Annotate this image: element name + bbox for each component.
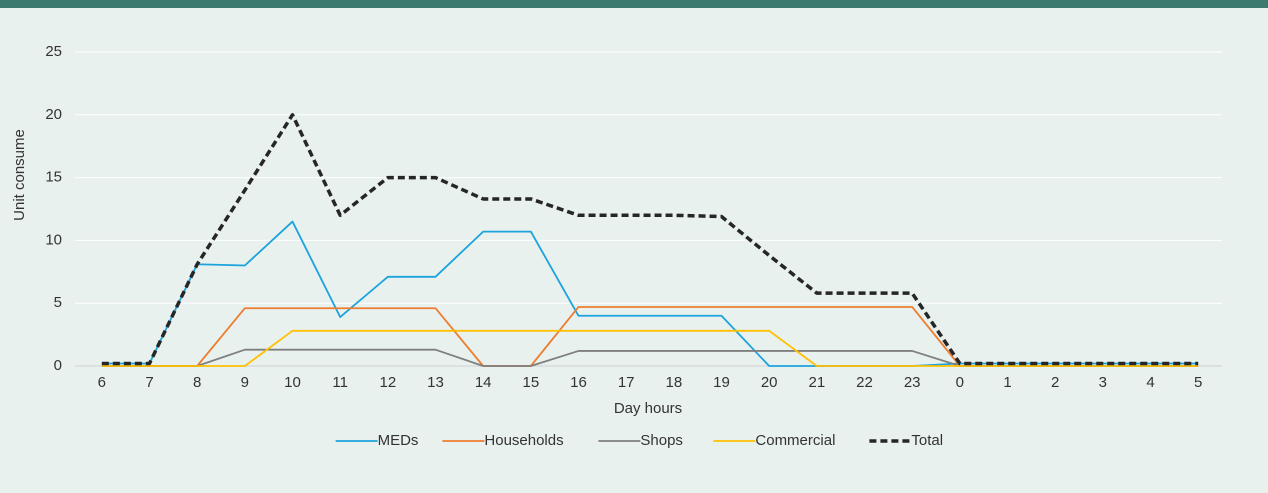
- x-tick-label: 20: [761, 374, 778, 391]
- legend-label: Total: [911, 432, 943, 449]
- x-tick-label: 5: [1194, 374, 1202, 391]
- y-tick-label: 25: [45, 43, 62, 60]
- legend-label: MEDs: [378, 432, 419, 449]
- y-tick-label: 10: [45, 231, 62, 248]
- y-tick-label: 15: [45, 169, 62, 186]
- x-tick-label: 16: [570, 374, 587, 391]
- x-tick-label: 2: [1051, 374, 1059, 391]
- y-tick-label: 0: [54, 357, 62, 374]
- x-tick-label: 7: [145, 374, 153, 391]
- x-tick-label: 6: [98, 374, 106, 391]
- x-tick-label: 9: [241, 374, 249, 391]
- x-tick-label: 0: [956, 374, 964, 391]
- x-tick-label: 15: [522, 374, 539, 391]
- y-tick-label: 20: [45, 106, 62, 123]
- x-tick-label: 13: [427, 374, 444, 391]
- x-axis-title: Day hours: [614, 400, 682, 417]
- x-tick-label: 4: [1146, 374, 1154, 391]
- x-tick-label: 3: [1099, 374, 1107, 391]
- x-tick-label: 22: [856, 374, 873, 391]
- series-line: [101, 113, 1199, 366]
- x-tick-label: 14: [475, 374, 492, 391]
- x-tick-label: 11: [332, 374, 348, 391]
- y-axis-title: Unit consume: [11, 129, 28, 221]
- x-tick-label: 19: [713, 374, 730, 391]
- x-tick-label: 21: [808, 374, 825, 391]
- x-tick-label: 17: [618, 374, 635, 391]
- series-line: [101, 220, 1199, 367]
- legend-label: Commercial: [755, 432, 835, 449]
- series-line: [101, 329, 1199, 367]
- x-tick-label: 12: [379, 374, 396, 391]
- header-bar: [0, 0, 1268, 8]
- x-tick-label: 1: [1003, 374, 1011, 391]
- x-tick-label: 23: [904, 374, 921, 391]
- y-tick-label: 5: [54, 294, 62, 311]
- legend-label: Households: [484, 432, 563, 449]
- x-tick-label: 8: [193, 374, 201, 391]
- legend-label: Shops: [640, 432, 683, 449]
- x-tick-label: 18: [665, 374, 682, 391]
- x-tick-label: 10: [284, 374, 301, 391]
